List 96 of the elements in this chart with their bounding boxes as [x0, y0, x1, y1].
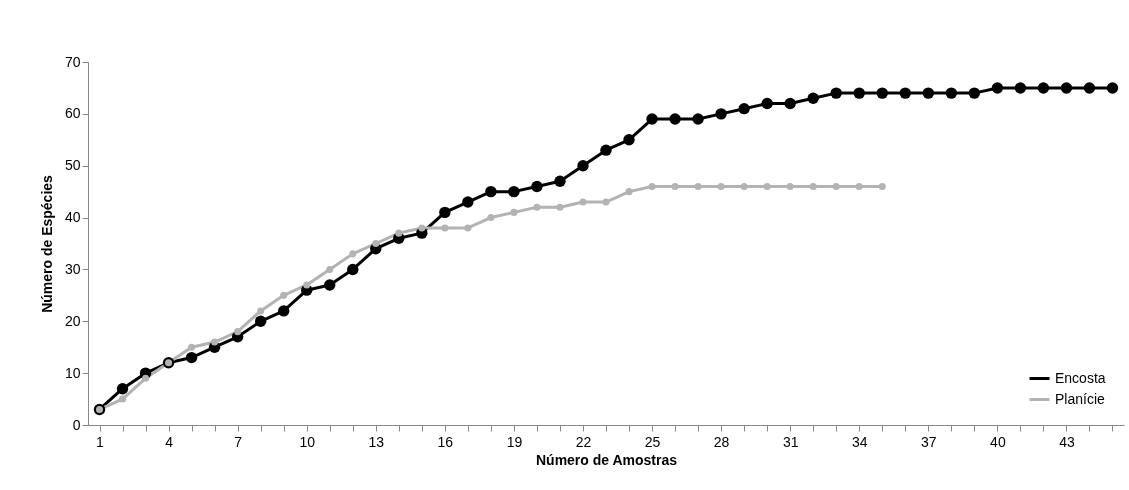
point — [439, 206, 451, 219]
point — [579, 198, 587, 206]
point — [303, 281, 311, 289]
point — [1083, 82, 1096, 94]
point — [533, 203, 541, 211]
point — [531, 180, 543, 193]
point — [554, 175, 566, 187]
x-tick-label: 37 — [921, 433, 937, 450]
point — [625, 188, 633, 196]
point — [671, 182, 679, 190]
y-tick-label: 70 — [64, 53, 81, 70]
point — [418, 224, 426, 232]
x-tick-label: 40 — [990, 433, 1006, 450]
x-tick-label: 25 — [644, 433, 661, 450]
y-tick-label: 50 — [64, 157, 81, 174]
point — [600, 144, 612, 156]
point — [326, 265, 334, 273]
point — [324, 279, 336, 291]
point — [623, 134, 635, 146]
point — [485, 185, 497, 198]
point — [717, 182, 725, 190]
legend-label: Planície — [1055, 390, 1106, 407]
point — [807, 92, 819, 104]
y-tick-label: 0 — [72, 416, 81, 433]
legend-label: Encosta — [1055, 369, 1106, 386]
point — [602, 198, 610, 206]
point — [280, 291, 288, 299]
point — [277, 305, 290, 317]
point — [784, 97, 796, 110]
point — [577, 160, 589, 172]
point — [1037, 82, 1050, 94]
point — [142, 374, 150, 382]
x-tick-label: 13 — [368, 433, 385, 450]
point — [832, 182, 840, 190]
x-tick-label: 22 — [575, 433, 592, 450]
point — [464, 224, 472, 232]
point — [899, 87, 911, 99]
point — [1106, 82, 1119, 94]
point — [945, 87, 958, 99]
point — [646, 113, 658, 125]
point — [740, 182, 748, 190]
point — [853, 87, 865, 99]
point — [395, 229, 403, 237]
point — [347, 263, 359, 276]
point — [855, 182, 863, 190]
point — [1060, 82, 1073, 94]
x-tick-label: 4 — [165, 433, 174, 450]
point — [556, 203, 564, 211]
point — [185, 351, 198, 364]
x-tick-label: 28 — [713, 433, 730, 450]
point — [648, 182, 656, 190]
point — [441, 224, 449, 232]
point — [715, 108, 727, 120]
y-tick-label: 60 — [64, 105, 81, 122]
point — [116, 383, 129, 395]
point — [211, 338, 219, 346]
point — [349, 250, 357, 258]
x-tick-label: 16 — [437, 433, 454, 450]
point — [692, 113, 704, 125]
point — [991, 82, 1004, 94]
point — [809, 182, 817, 190]
point — [922, 87, 935, 99]
point — [669, 113, 681, 125]
point — [119, 395, 127, 403]
x-tick-label: 19 — [506, 433, 523, 450]
point — [372, 239, 380, 248]
y-tick-label: 20 — [64, 312, 81, 329]
x-tick-label: 31 — [782, 433, 799, 450]
point — [188, 343, 196, 351]
point — [694, 182, 702, 190]
y-axis-title: Número de Espécies — [38, 174, 55, 313]
point — [1014, 82, 1027, 94]
point — [830, 87, 842, 99]
point — [968, 87, 981, 99]
x-tick-label: 10 — [299, 433, 316, 450]
point — [257, 307, 265, 315]
point — [763, 182, 771, 190]
y-tick-label: 10 — [64, 364, 81, 381]
point — [510, 208, 518, 216]
point — [786, 182, 794, 190]
point — [234, 328, 242, 336]
y-tick-label: 40 — [64, 209, 81, 226]
y-tick-label: 30 — [64, 260, 81, 277]
x-tick-label: 43 — [1059, 433, 1075, 450]
point — [738, 102, 750, 115]
point — [761, 97, 773, 110]
x-tick-label: 7 — [234, 433, 243, 450]
x-tick-label: 34 — [851, 433, 868, 450]
point — [878, 182, 886, 190]
point — [876, 87, 888, 99]
point — [508, 185, 520, 198]
point — [462, 196, 474, 208]
x-tick-label: 1 — [96, 433, 105, 450]
point — [254, 315, 267, 327]
x-axis-title: Número de Amostras — [535, 451, 678, 468]
point — [487, 214, 495, 222]
